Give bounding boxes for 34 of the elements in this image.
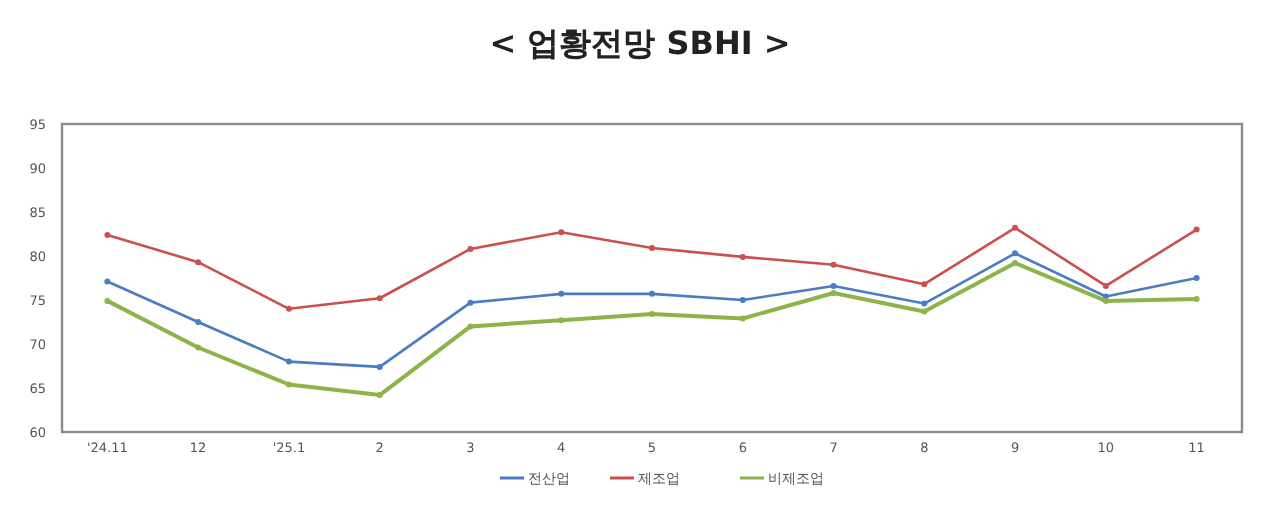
- line-series: [104, 250, 1200, 370]
- point: [921, 300, 928, 307]
- point: [195, 319, 202, 325]
- point: [558, 290, 565, 297]
- point: [285, 358, 292, 365]
- point: [830, 282, 837, 289]
- point: [830, 261, 837, 268]
- point: [467, 323, 474, 330]
- point: [830, 289, 837, 296]
- point: [1102, 282, 1109, 289]
- point: [1012, 224, 1019, 231]
- point: [104, 231, 111, 238]
- point: [1193, 226, 1200, 233]
- point: [921, 281, 928, 288]
- point: [558, 317, 565, 324]
- point: [739, 315, 746, 322]
- point: [104, 278, 111, 285]
- line-series: [104, 260, 1200, 399]
- point: [195, 259, 202, 266]
- point: [1193, 275, 1200, 281]
- point: [467, 299, 474, 306]
- point: [376, 363, 383, 370]
- chart-title: < 업황전망 SBHI >: [489, 24, 791, 62]
- point: [104, 297, 111, 304]
- line-series: [104, 224, 1200, 312]
- point: [285, 305, 292, 312]
- point: [285, 381, 292, 388]
- point: [558, 229, 565, 236]
- point: [921, 308, 928, 315]
- point: [649, 290, 655, 297]
- point: [376, 295, 383, 302]
- point: [195, 344, 202, 351]
- point: [1012, 250, 1019, 257]
- point: [467, 245, 474, 252]
